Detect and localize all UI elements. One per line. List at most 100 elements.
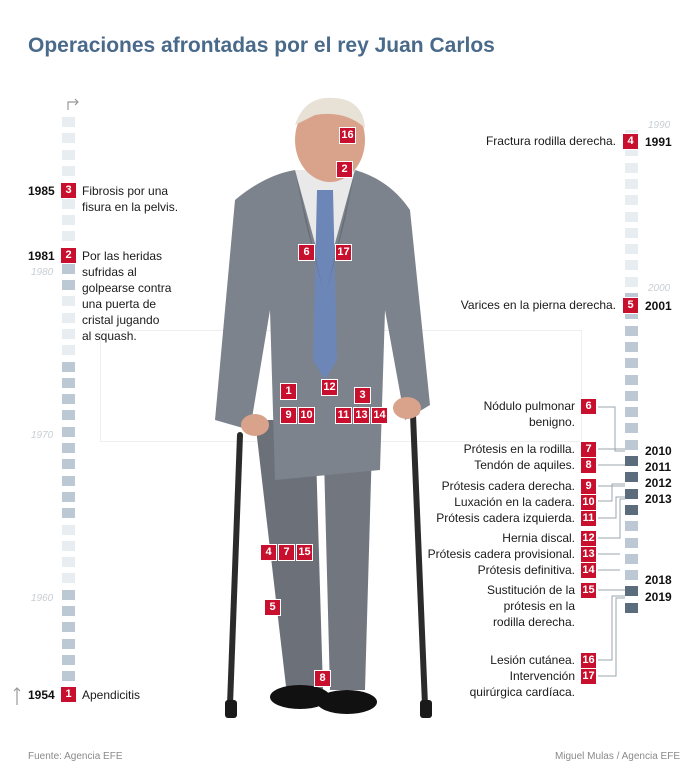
timeline-cell: [625, 423, 638, 434]
timeline-cell: [62, 312, 75, 323]
decade-label-2000: 2000: [648, 283, 671, 294]
operation-badge-9: 9: [581, 479, 596, 494]
body-marker-13: 13: [354, 408, 369, 423]
event-1991-text: Fractura rodilla derecha.: [485, 134, 616, 148]
year-2019: 2019: [645, 590, 672, 604]
timeline-cell: [62, 475, 75, 486]
event-13-text: Prótesis cadera provisional.: [427, 547, 575, 561]
timeline-cell: [62, 491, 75, 502]
year-2011: 2011: [645, 460, 672, 474]
decade-label-1990: 1990: [648, 120, 671, 131]
event-line: fisura en la pelvis.: [82, 200, 179, 214]
timeline-cell: [625, 309, 638, 320]
timeline-cell: [625, 276, 638, 287]
king-figure-illustration: [215, 97, 432, 718]
timeline-cell: [625, 439, 638, 450]
event-line: Intervención: [509, 669, 575, 683]
year-2018: 2018: [645, 573, 672, 587]
year-2012: 2012: [645, 476, 672, 490]
timeline-cell: [625, 227, 638, 238]
operation-badge-5: 5: [623, 298, 638, 313]
year-2001: 2001: [645, 299, 672, 313]
operation-badge-13: 13: [581, 547, 596, 562]
operation-badge-10: 10: [581, 495, 596, 510]
timeline-cell: [625, 472, 638, 483]
event-line: sufridas al: [82, 265, 137, 279]
timeline-cell: [625, 374, 638, 385]
timeline-cell: [625, 521, 638, 532]
timeline-cell: [62, 377, 75, 388]
body-marker-6: 6: [299, 245, 314, 260]
event-line: quirúrgica cardíaca.: [469, 685, 575, 699]
timeline-cell: [625, 325, 638, 336]
event-line: Sustitución de la: [486, 583, 575, 597]
timeline-cell: [625, 195, 638, 206]
year-2010: 2010: [645, 444, 672, 458]
timeline-cell: [625, 456, 638, 466]
timeline-cell: [62, 214, 75, 225]
body-marker-5: 5: [265, 600, 280, 615]
timeline-cell: [625, 390, 638, 401]
operation-badge-7: 7: [581, 442, 596, 457]
timeline-cell: [62, 443, 75, 453]
event-line: rodilla derecha.: [492, 615, 575, 629]
event-10-text: Luxación en la cadera.: [454, 495, 575, 509]
body-marker-16: 16: [340, 128, 355, 143]
operation-badge-12: 12: [581, 531, 596, 546]
event-7-text: Prótesis en la rodilla.: [463, 442, 575, 456]
year-1985: 1985: [28, 184, 55, 198]
timeline-cell: [62, 280, 75, 290]
event-9-text: Prótesis cadera derecha.: [441, 479, 575, 493]
timeline-cell: [62, 165, 75, 176]
timeline-cell: [62, 459, 75, 470]
timeline-cell: [625, 407, 638, 418]
operation-badge-17: 17: [581, 669, 596, 684]
event-line: Nódulo pulmonar: [483, 399, 575, 413]
timeline-cell: [625, 341, 638, 352]
event-17-text: Intervención quirúrgica cardíaca.: [470, 668, 575, 700]
timeline-cell: [62, 524, 75, 535]
event-1981-text: Por las heridas sufridas al golpearse co…: [82, 248, 171, 344]
timeline-cell: [62, 149, 75, 160]
timeline-cell: [625, 602, 638, 613]
timeline-cell: [62, 328, 75, 339]
body-marker-17: 17: [336, 245, 351, 260]
operation-badge-6: 6: [581, 399, 596, 414]
timeline-cell: [62, 198, 75, 209]
timeline-cell: [62, 426, 75, 437]
timeline-cell: [625, 537, 638, 548]
event-8-text: Tendón de aquiles.: [474, 458, 575, 472]
timeline-cell: [62, 573, 75, 584]
body-marker-3: 3: [355, 388, 370, 403]
operation-badge-15: 15: [581, 583, 596, 598]
credit-note: Miguel Mulas / Agencia EFE: [554, 751, 680, 762]
timeline-cell: [62, 508, 75, 519]
timeline-cell: [62, 263, 75, 274]
timeline-cell: [62, 394, 75, 405]
timeline-cell: [62, 345, 75, 356]
timeline-cell: [625, 570, 638, 581]
body-marker-7: 7: [279, 545, 294, 560]
timeline-cell: [625, 260, 638, 271]
timeline-cell: [62, 671, 75, 682]
event-2001-text: Varices en la pierna derecha.: [460, 298, 616, 312]
decade-label-1970: 1970: [31, 430, 54, 441]
timeline-cell: [625, 211, 638, 222]
timeline-cell: [62, 361, 75, 372]
body-marker-2: 2: [337, 162, 352, 177]
event-line: al squash.: [82, 329, 137, 343]
event-line: prótesis en la: [503, 599, 575, 613]
event-15-text: Sustitución de la prótesis en la rodilla…: [487, 582, 575, 630]
year-1991: 1991: [645, 135, 672, 149]
event-line: benigno.: [528, 415, 575, 429]
operation-badge-2: 2: [61, 248, 76, 263]
body-marker-15: 15: [297, 545, 312, 560]
timeline-strip-left: [62, 117, 75, 704]
event-6-text: Nódulo pulmonar benigno.: [484, 398, 575, 430]
event-line: cristal jugando: [82, 313, 160, 327]
body-marker-14: 14: [372, 408, 387, 423]
event-line: Fibrosis por una: [82, 184, 169, 198]
year-2013: 2013: [645, 492, 672, 506]
decade-label-1960: 1960: [31, 593, 54, 604]
decade-label-1980: 1980: [31, 267, 54, 278]
